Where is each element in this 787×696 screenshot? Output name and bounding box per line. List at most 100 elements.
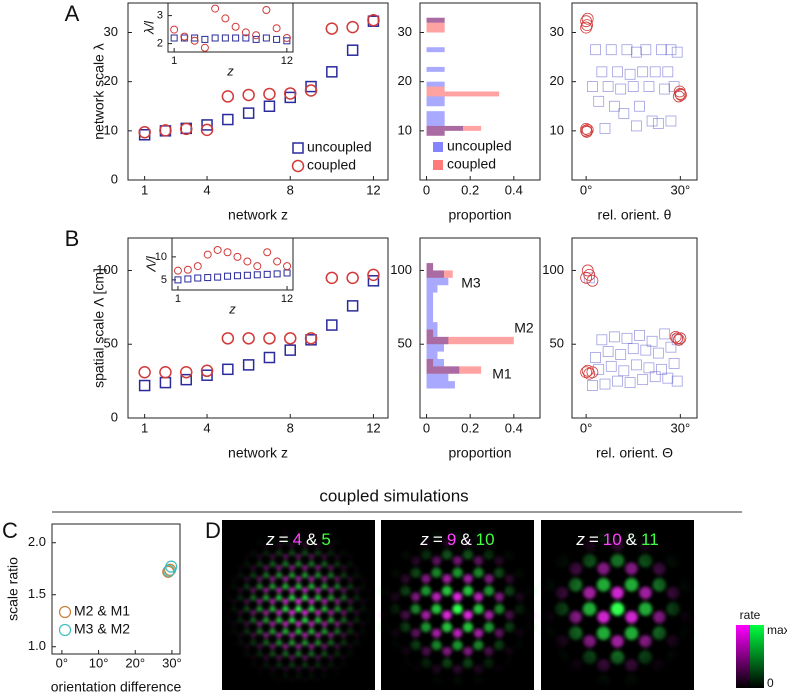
square-marker xyxy=(640,44,652,56)
square-marker xyxy=(608,331,620,343)
annotation: M2 xyxy=(514,320,534,336)
square-marker xyxy=(634,100,645,112)
x-axis-label: rel. orient. Θ xyxy=(596,445,673,461)
map-title: z = 10 & 11 xyxy=(575,530,658,549)
vignette xyxy=(381,520,534,690)
circle-marker xyxy=(221,90,235,103)
square-marker xyxy=(222,113,234,126)
legend-label: coupled xyxy=(307,157,356,173)
circle-marker xyxy=(253,262,262,271)
hist-bar xyxy=(426,277,449,286)
square-marker xyxy=(262,34,270,42)
square-marker xyxy=(590,352,601,363)
hist-bar xyxy=(426,366,482,374)
legend-label: coupled xyxy=(447,156,496,172)
circle-marker xyxy=(252,31,261,40)
y-tick-label: 100 xyxy=(96,262,118,277)
square-marker xyxy=(656,363,667,375)
y-tick-label: 3 xyxy=(157,10,163,22)
hist-bar xyxy=(426,322,438,330)
square-marker xyxy=(194,274,202,282)
square-marker xyxy=(201,35,209,43)
x-tick-label: 0° xyxy=(580,182,592,197)
square-marker xyxy=(596,66,608,78)
x-axis-label: z xyxy=(226,63,234,78)
circle-marker xyxy=(580,122,593,135)
square-marker xyxy=(292,142,304,154)
square-marker xyxy=(593,363,605,375)
hist-bar xyxy=(426,125,482,131)
circle-marker xyxy=(367,268,380,282)
square-marker xyxy=(662,66,674,78)
x-tick-label: 0° xyxy=(56,655,68,670)
y-tick-label: 2 xyxy=(157,38,163,50)
square-marker xyxy=(630,120,642,132)
hist-bar xyxy=(426,116,445,121)
circle-marker xyxy=(581,19,593,32)
y-tick-label: 10 xyxy=(550,122,564,137)
square-marker xyxy=(621,44,633,56)
chart: 0° 30° 10 20 30 rel. orient. θ xyxy=(550,2,698,223)
legend-swatch xyxy=(433,160,443,170)
circle-marker xyxy=(190,36,199,45)
circle-marker xyxy=(304,332,318,345)
x-tick-label: 0.2 xyxy=(461,420,479,435)
circle-marker xyxy=(263,332,276,345)
panel-label: D xyxy=(205,518,221,543)
square-marker xyxy=(605,44,617,56)
square-marker xyxy=(627,343,639,355)
square-marker xyxy=(326,319,338,331)
square-marker xyxy=(232,34,240,42)
title-part: 10 xyxy=(603,530,622,549)
circle-marker xyxy=(367,13,380,27)
square-marker xyxy=(612,66,623,78)
square-marker xyxy=(662,372,674,384)
square-marker xyxy=(367,275,380,287)
y-axis-label: scale ratio xyxy=(5,557,21,621)
circle-marker xyxy=(283,332,297,345)
y-axis-label: network scale λ xyxy=(91,43,107,139)
circle-marker xyxy=(243,257,252,266)
x-tick-label: 1 xyxy=(141,420,148,435)
x-tick-label: 12 xyxy=(281,293,293,305)
circle-marker xyxy=(223,248,232,257)
y-tick-label: 30 xyxy=(398,24,412,39)
circle-marker xyxy=(581,364,594,377)
circle-marker xyxy=(273,257,282,266)
square-marker xyxy=(649,371,661,383)
y-tick-label: 30 xyxy=(104,24,118,39)
colorbar-max: max. xyxy=(767,623,787,637)
vignette xyxy=(541,520,694,690)
circle-marker xyxy=(138,126,151,139)
square-marker xyxy=(630,359,642,371)
circle-marker xyxy=(213,245,222,254)
square-marker xyxy=(624,377,636,388)
square-marker xyxy=(618,365,630,377)
square-marker xyxy=(191,34,199,42)
hist-bar xyxy=(426,81,445,87)
x-axis-label: rel. orient. θ xyxy=(598,207,672,223)
square-marker xyxy=(170,34,178,42)
panel-label: A xyxy=(65,1,80,26)
hist-bar xyxy=(426,299,434,308)
title-part: 5 xyxy=(321,530,330,549)
circle-marker xyxy=(179,122,193,136)
circle-marker xyxy=(346,20,359,34)
x-axis-label: orientation difference xyxy=(51,679,182,695)
square-marker xyxy=(656,44,667,56)
hist-bar xyxy=(426,285,438,293)
circle-marker xyxy=(241,28,250,37)
circle-marker xyxy=(180,32,189,41)
hist-bar xyxy=(426,17,445,23)
title-part: z xyxy=(265,530,275,549)
colorbar-min: 0 xyxy=(767,676,774,690)
square-marker xyxy=(665,44,677,56)
hist-bar xyxy=(426,373,449,382)
chart: 0 0.2 0.4 50 100 proportion M3 M2 M1 xyxy=(390,237,541,461)
circle-marker xyxy=(580,15,593,28)
square-marker xyxy=(138,379,151,392)
chart: 0 0.2 0.4 10 20 30 proportion uncoupled coupled xyxy=(398,2,541,223)
circle-marker xyxy=(183,265,192,274)
panel-label: C xyxy=(2,518,18,543)
circle-marker xyxy=(58,623,72,637)
